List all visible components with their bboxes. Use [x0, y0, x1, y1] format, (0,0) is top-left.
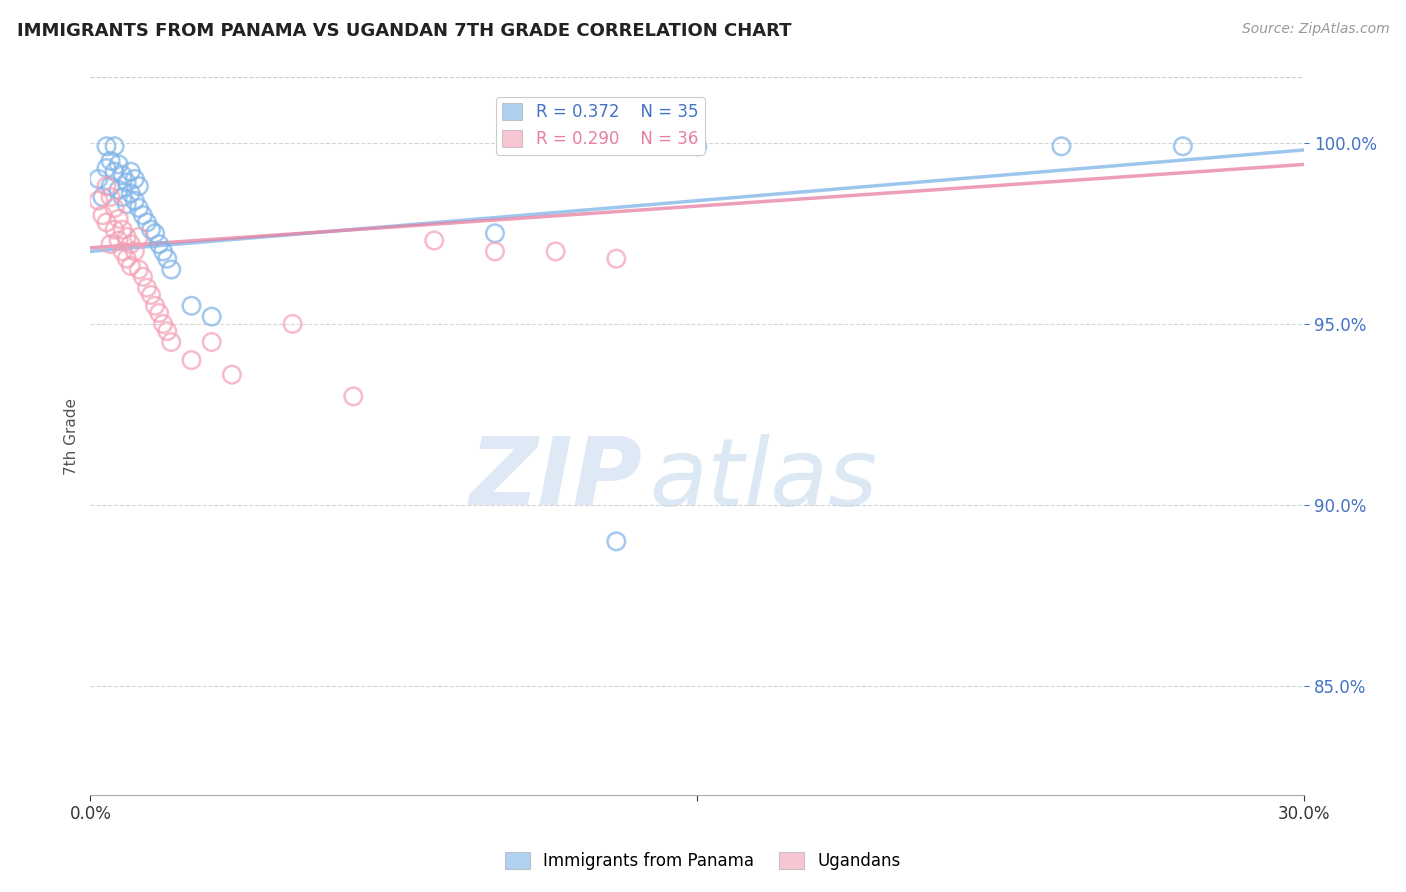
Point	[136, 280, 159, 294]
Point	[124, 244, 146, 259]
Point	[111, 169, 134, 183]
Point	[91, 208, 114, 222]
Point	[136, 215, 159, 229]
Point	[160, 334, 183, 349]
Point	[128, 262, 150, 277]
Point	[221, 368, 243, 382]
Legend: R = 0.372    N = 35, R = 0.290    N = 36: R = 0.372 N = 35, R = 0.290 N = 36	[495, 96, 704, 154]
Point	[423, 234, 446, 248]
Point	[111, 190, 134, 204]
Point	[87, 194, 110, 208]
Point	[152, 244, 174, 259]
Point	[104, 222, 127, 236]
Point	[120, 259, 142, 273]
Point	[281, 317, 304, 331]
Point	[132, 208, 155, 222]
Point	[180, 353, 202, 368]
Point	[139, 288, 162, 302]
Point	[111, 222, 134, 236]
Point	[104, 201, 127, 215]
Point	[128, 201, 150, 215]
Point	[96, 215, 118, 229]
Point	[152, 317, 174, 331]
Point	[139, 222, 162, 236]
Text: Source: ZipAtlas.com: Source: ZipAtlas.com	[1241, 22, 1389, 37]
Point	[686, 139, 709, 153]
Point	[1050, 139, 1073, 153]
Point	[120, 186, 142, 201]
Point	[180, 299, 202, 313]
Point	[100, 237, 122, 252]
Point	[143, 227, 166, 241]
Point	[148, 306, 170, 320]
Point	[484, 227, 506, 241]
Point	[124, 194, 146, 208]
Point	[104, 164, 127, 178]
Point	[87, 172, 110, 186]
Point	[132, 269, 155, 284]
Point	[115, 197, 138, 211]
Point	[107, 234, 129, 248]
Point	[148, 237, 170, 252]
Point	[107, 211, 129, 226]
Point	[115, 252, 138, 266]
Point	[107, 183, 129, 197]
Point	[128, 230, 150, 244]
Y-axis label: 7th Grade: 7th Grade	[65, 398, 79, 475]
Legend: Immigrants from Panama, Ugandans: Immigrants from Panama, Ugandans	[498, 845, 908, 877]
Text: ZIP: ZIP	[470, 434, 643, 525]
Point	[1171, 139, 1194, 153]
Point	[201, 310, 224, 324]
Point	[96, 161, 118, 175]
Text: IMMIGRANTS FROM PANAMA VS UGANDAN 7TH GRADE CORRELATION CHART: IMMIGRANTS FROM PANAMA VS UGANDAN 7TH GR…	[17, 22, 792, 40]
Point	[96, 179, 118, 194]
Point	[107, 157, 129, 171]
Point	[100, 153, 122, 168]
Point	[104, 139, 127, 153]
Point	[115, 230, 138, 244]
Point	[605, 252, 627, 266]
Point	[120, 237, 142, 252]
Point	[342, 389, 364, 403]
Point	[100, 190, 122, 204]
Point	[156, 252, 179, 266]
Point	[201, 334, 224, 349]
Point	[100, 179, 122, 194]
Point	[96, 139, 118, 153]
Point	[124, 172, 146, 186]
Point	[143, 299, 166, 313]
Point	[91, 190, 114, 204]
Point	[115, 176, 138, 190]
Point	[160, 262, 183, 277]
Point	[156, 324, 179, 338]
Point	[605, 534, 627, 549]
Point	[120, 164, 142, 178]
Point	[484, 244, 506, 259]
Point	[111, 244, 134, 259]
Point	[128, 179, 150, 194]
Point	[544, 244, 567, 259]
Text: atlas: atlas	[648, 434, 877, 524]
